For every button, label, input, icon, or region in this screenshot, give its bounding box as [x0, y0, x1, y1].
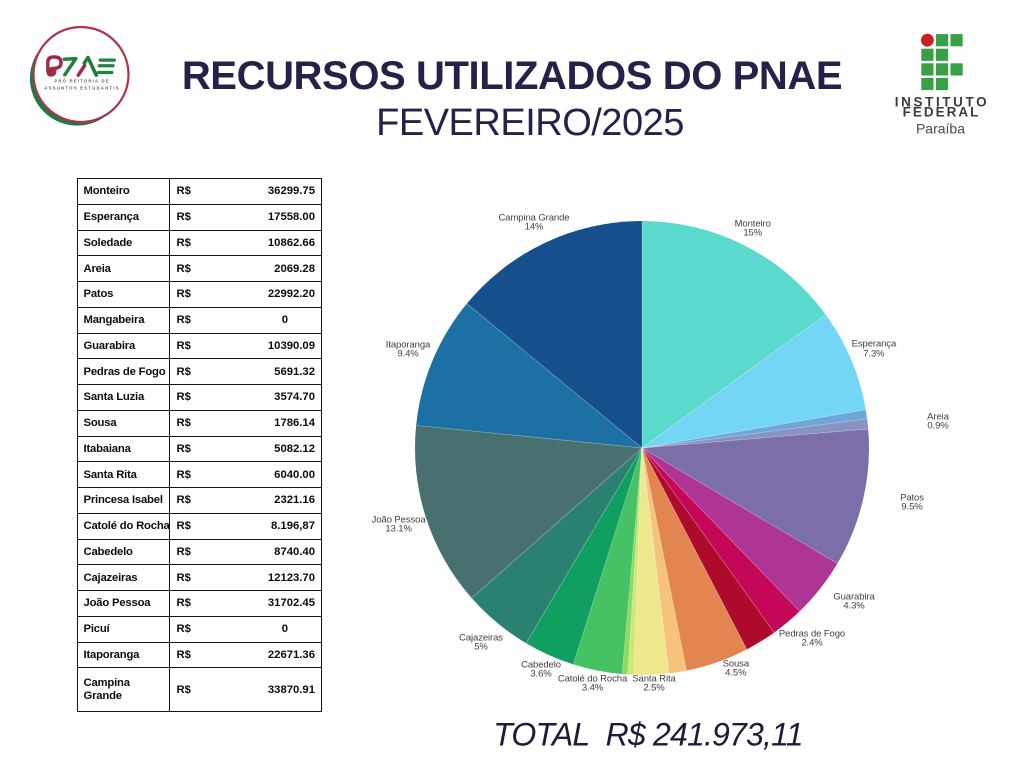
svg-text:INSTITUTO: INSTITUTO: [895, 95, 989, 110]
svg-text:FEDERAL: FEDERAL: [903, 105, 981, 120]
svg-text:ASSUNTOS ESTUDANTIS: ASSUNTOS ESTUDANTIS: [44, 86, 119, 91]
svg-text:Paraíba: Paraíba: [916, 121, 965, 137]
svg-text:PRÓ REITORIA DE: PRÓ REITORIA DE: [54, 79, 109, 84]
